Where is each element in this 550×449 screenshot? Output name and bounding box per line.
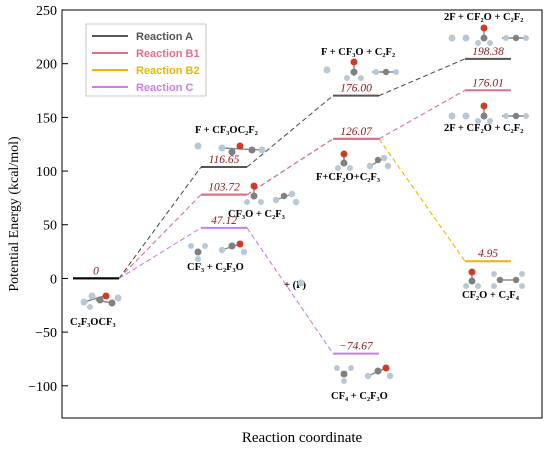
value-label-layer: 0 116.65 103.72 47.12 176.00 126.07 −74.67 198.… bbox=[93, 46, 504, 353]
molecule-b-ts-icon bbox=[244, 182, 300, 206]
annotation-a-ts: F + CF₃OC₂F₂ bbox=[195, 125, 258, 136]
annotation-c-ts: CF₃ + C₂F₃O bbox=[187, 262, 244, 273]
value-label: 0 bbox=[93, 265, 99, 277]
dashed-connector bbox=[118, 227, 202, 279]
annotation-b-int: F+CF₂O+C₂F₃ bbox=[316, 172, 380, 183]
value-label: 176.00 bbox=[340, 83, 372, 95]
legend-label: Reaction B1 bbox=[136, 48, 200, 60]
legend: Reaction A Reaction B1 Reaction B2 Reaction… bbox=[85, 23, 207, 97]
dashed-connector bbox=[246, 227, 334, 354]
x-axis-label: Reaction coordinate bbox=[242, 430, 363, 446]
dashed-connector bbox=[378, 138, 466, 262]
dashed-connector bbox=[378, 89, 466, 140]
legend-label: Reaction A bbox=[136, 31, 193, 43]
molecule-a-ts-icon bbox=[194, 142, 266, 156]
molecule-sketches bbox=[80, 24, 529, 384]
annotation-f-atom: + (F) bbox=[284, 280, 307, 291]
plot-frame bbox=[61, 9, 543, 419]
y-tick-label: 150 bbox=[36, 111, 57, 126]
value-label: 126.07 bbox=[340, 126, 373, 138]
molecule-b-int-icon bbox=[335, 150, 392, 171]
molecule-reactant-icon bbox=[80, 292, 122, 310]
value-label: 116.65 bbox=[209, 154, 240, 166]
legend-label: Reaction C bbox=[136, 82, 194, 94]
annotation-a-int: F + CF₃O + C₂F₂ bbox=[321, 47, 395, 58]
value-label: 4.95 bbox=[478, 248, 498, 260]
series-reaction-c bbox=[73, 226, 379, 355]
annotation-c-prod: CF₄ + C₂F₃O bbox=[331, 391, 388, 402]
molecule-b2-prod-icon bbox=[463, 268, 525, 289]
dashed-connector bbox=[118, 194, 202, 279]
y-tick-label: 250 bbox=[36, 4, 57, 19]
series-reaction-b2 bbox=[333, 137, 511, 263]
y-tick-label: 100 bbox=[36, 165, 57, 180]
series-layer bbox=[73, 57, 511, 355]
series-reaction-b1 bbox=[73, 89, 511, 280]
y-tick-label: −50 bbox=[35, 326, 57, 341]
y-axis-label: Potential Energy (kcal/mol) bbox=[7, 136, 22, 292]
molecule-a-prod-icon bbox=[448, 24, 529, 46]
y-tick-label: −100 bbox=[28, 380, 57, 395]
dashed-connector bbox=[246, 95, 334, 168]
value-label: 47.12 bbox=[211, 215, 237, 227]
legend-label: Reaction B2 bbox=[136, 65, 200, 77]
value-label: −74.67 bbox=[339, 341, 374, 353]
molecule-b1-prod-icon bbox=[448, 102, 529, 124]
value-label: 198.38 bbox=[472, 46, 504, 58]
annotation-b1-prod: 2F + CF₂O + C₂F₂ bbox=[444, 123, 523, 134]
y-tick-label: 50 bbox=[43, 219, 57, 234]
molecule-f-atom-icon bbox=[297, 279, 305, 287]
dashed-connector bbox=[246, 138, 334, 196]
dashed-connector bbox=[378, 58, 466, 97]
annotation-b-ts: CF₃O + C₂F₃ bbox=[228, 209, 285, 220]
annotation-b2-prod: CF₂O + C₂F₄ bbox=[462, 290, 520, 301]
molecule-c-prod-icon bbox=[334, 364, 394, 384]
y-axis: −100 −50 0 50 100 150 200 250 bbox=[28, 4, 68, 395]
dashed-connector bbox=[118, 166, 202, 279]
value-label: 103.72 bbox=[208, 182, 240, 194]
species-annotations: C₂F₃OCF₃ F + CF₃OC₂F₂ CF₃O + C₂F₃ CF₃ + … bbox=[70, 12, 523, 402]
annotation-a-prod: 2F + CF₂O + C₂F₂ bbox=[444, 12, 523, 23]
annotation-reactant: C₂F₃OCF₃ bbox=[70, 317, 116, 328]
y-tick-label: 200 bbox=[36, 58, 57, 73]
value-label: 176.01 bbox=[472, 77, 504, 89]
molecule-c-ts-icon bbox=[188, 240, 248, 262]
molecule-a-int-icon bbox=[323, 58, 399, 81]
y-tick-label: 0 bbox=[50, 272, 57, 287]
